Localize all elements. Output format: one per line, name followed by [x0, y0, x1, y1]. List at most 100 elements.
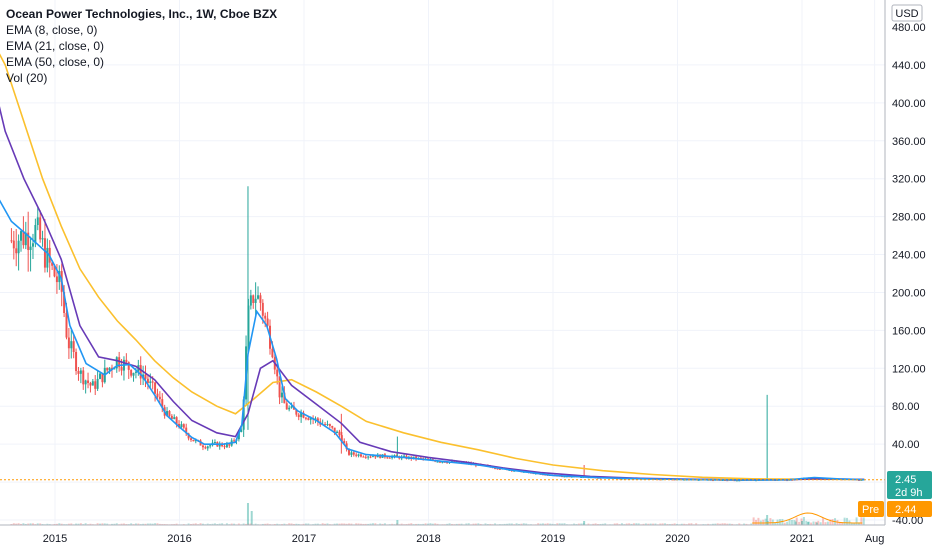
- volume-bar: [345, 523, 348, 525]
- volume-bar: [762, 519, 765, 525]
- currency-text: USD: [895, 8, 918, 20]
- candle-body: [34, 224, 37, 244]
- volume-bar: [551, 523, 554, 525]
- candle-body: [125, 359, 128, 363]
- volume-bar: [829, 519, 832, 525]
- volume-bar: [400, 523, 403, 525]
- volume-bar: [671, 523, 674, 525]
- volume-bar: [537, 523, 540, 525]
- volume-bar: [24, 523, 27, 525]
- volume-bar: [458, 523, 461, 525]
- candle-body: [51, 262, 54, 266]
- candle-body: [144, 374, 147, 379]
- volume-bar: [814, 521, 817, 525]
- volume-bar: [297, 523, 300, 525]
- candle-body: [118, 357, 121, 368]
- volume-bar: [326, 523, 329, 525]
- volume-bar: [518, 523, 521, 525]
- price-axis[interactable]: -40.000.0040.0080.00120.00160.00200.0024…: [884, 0, 926, 527]
- volume-bar: [254, 523, 257, 525]
- candle-body: [295, 409, 298, 415]
- volume-bar: [690, 523, 693, 525]
- candle-body: [441, 461, 444, 463]
- volume-bar: [79, 523, 82, 525]
- candle-body: [266, 318, 269, 326]
- volume-bar: [783, 522, 786, 525]
- candle-body: [261, 302, 264, 316]
- volume-bar: [261, 523, 264, 525]
- volume-bar: [304, 523, 307, 525]
- volume-bar: [206, 523, 209, 525]
- volume-bar: [592, 523, 595, 525]
- candle-body: [39, 217, 42, 240]
- volume-bar: [417, 523, 420, 525]
- volume-bar: [587, 523, 590, 525]
- candle-body: [96, 378, 99, 389]
- volume-bar: [22, 523, 25, 525]
- volume-bar: [544, 523, 547, 525]
- volume-bar: [812, 521, 815, 525]
- volume-bar: [774, 522, 777, 525]
- candle-body: [161, 399, 164, 408]
- candle-body: [22, 231, 25, 246]
- volume-bar: [302, 523, 305, 525]
- premarket-value: 2.44: [895, 504, 916, 516]
- currency-label[interactable]: USD: [891, 4, 923, 22]
- volume-bar: [175, 523, 178, 525]
- volume-bar: [460, 523, 463, 525]
- volume-spike: [807, 522, 810, 525]
- volume-bar: [187, 523, 190, 525]
- ema8-legend[interactable]: EMA (8, close, 0): [6, 23, 98, 37]
- price-tick-label: 120.00: [892, 363, 926, 375]
- candle-body: [343, 440, 346, 444]
- volume-spike: [801, 521, 803, 525]
- candle-body: [151, 381, 154, 383]
- volume-ma-line: [752, 512, 863, 524]
- volume-bar: [838, 522, 841, 525]
- volume-bar: [831, 519, 834, 525]
- volume-bar: [506, 523, 509, 525]
- volume-bar: [67, 523, 70, 525]
- candle-body: [139, 365, 142, 379]
- volume-bar: [316, 523, 319, 525]
- volume-bar: [790, 519, 793, 525]
- volume-bar: [798, 521, 801, 525]
- volume-legend[interactable]: Vol (20): [6, 71, 48, 85]
- ema21-legend[interactable]: EMA (21, close, 0): [6, 39, 105, 53]
- candle-body: [233, 440, 236, 442]
- time-axis[interactable]: 2015 2016 2017 2018 2019 2020 2021 Aug: [0, 524, 885, 545]
- candle-body: [132, 372, 135, 376]
- symbol-title[interactable]: Ocean Power Technologies, Inc., 1W, Cboe…: [6, 7, 278, 21]
- candlesticks: [10, 186, 865, 482]
- candle-body: [419, 457, 422, 459]
- candle-body: [264, 315, 267, 319]
- volume-spike: [396, 520, 399, 525]
- candle-body: [12, 240, 15, 249]
- chart-legend: Ocean Power Technologies, Inc., 1W, Cboe…: [6, 6, 277, 86]
- candle-body: [259, 295, 262, 303]
- candle-body: [498, 468, 501, 470]
- candle-body: [285, 403, 288, 410]
- candle-body: [120, 367, 123, 371]
- price-tick-label: 440.00: [892, 60, 926, 72]
- candle-body: [46, 247, 49, 268]
- volume-bar: [211, 523, 214, 525]
- premarket-tag: Pre 2.44: [858, 501, 932, 517]
- volume-bar: [158, 523, 161, 525]
- volume-bar: [348, 523, 351, 525]
- candle-body: [309, 418, 312, 420]
- candle-body: [17, 240, 20, 254]
- volume-bar: [577, 523, 580, 525]
- ema50-legend[interactable]: EMA (50, close, 0): [6, 55, 105, 69]
- volume-bar: [494, 523, 497, 525]
- volume-bar: [652, 523, 655, 525]
- candle-body: [496, 468, 499, 470]
- volume-bar: [455, 523, 458, 525]
- candle-body: [563, 476, 566, 478]
- volume-bar: [283, 523, 286, 525]
- volume-bar: [860, 517, 863, 525]
- candle-body: [67, 337, 70, 349]
- candle-body: [240, 429, 243, 432]
- volume-bar: [391, 523, 394, 525]
